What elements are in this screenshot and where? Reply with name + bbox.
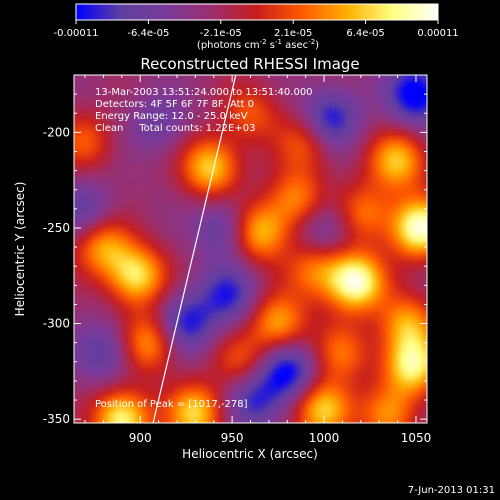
axis-ticks: 900 950 1000 1050 -200 -250 -300 -350 [43,74,432,445]
plot-area: 900 950 1000 1050 -200 -250 -300 -350 [43,74,432,445]
solar-limb-line [152,75,237,423]
annotation-peak-position: Position of Peak = [1017,-278] [95,399,248,410]
colorbar-unit-label: (photons cm-2 s-1 asec-2) [197,38,319,51]
colorbar-tick-label: -2.1e-05 [200,28,242,39]
colorbar-tick-label: 0.00011 [417,28,458,39]
colorbar-gradient [75,3,439,21]
y-tick-label: -300 [43,317,70,331]
chart-title: Reconstructed RHESSI Image [140,55,359,73]
x-tick-label: 950 [221,431,244,445]
colorbar-tick-label: 6.4e-05 [346,28,384,39]
x-tick-label: 900 [129,431,152,445]
y-tick-label: -250 [43,221,70,235]
annotation-energy-range: Energy Range: 12.0 - 25.0 keV [95,111,248,122]
footer-timestamp: 7-Jun-2013 01:31 [408,485,495,496]
annotation-total-counts: Clean Total counts: 1.22E+03 [95,123,255,134]
colorbar-tick-label: -0.00011 [54,28,99,39]
colorbar-ticks: -0.00011 -6.4e-05 -2.1e-05 2.1e-05 6.4e-05 0.… [54,20,459,39]
y-tick-label: -350 [43,412,70,426]
annotation-block: 13-Mar-2003 13:51:24.000 to 13:51:40.000… [95,87,313,410]
x-tick-label: 1000 [309,431,340,445]
y-axis-label: Heliocentric Y (arcsec) [13,182,27,317]
y-tick-label: -200 [43,125,70,139]
annotation-time-range: 13-Mar-2003 13:51:24.000 to 13:51:40.000 [95,87,313,98]
colorbar-tick-label: 2.1e-05 [274,28,312,39]
colorbar-tick-label: -6.4e-05 [127,28,169,39]
annotation-detectors: Detectors: 4F 5F 6F 7F 8F, Att 0 [95,99,254,110]
x-tick-label: 1050 [401,431,432,445]
x-axis-label: Heliocentric X (arcsec) [182,447,318,461]
colorbar: -0.00011 -6.4e-05 -2.1e-05 2.1e-05 6.4e-05 0.… [54,3,459,51]
heatmap-image [74,75,427,423]
